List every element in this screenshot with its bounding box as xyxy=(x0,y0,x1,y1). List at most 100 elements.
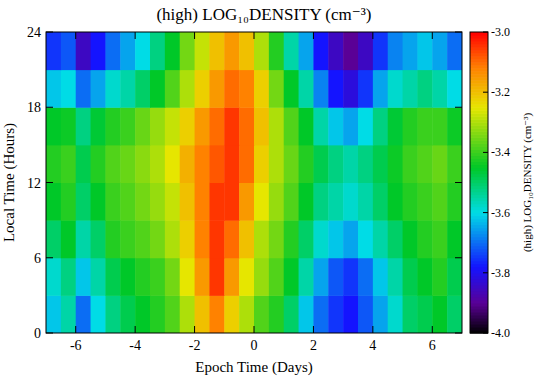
cell xyxy=(105,32,120,70)
cell xyxy=(432,107,447,145)
cell xyxy=(46,70,61,108)
cell xyxy=(447,32,462,70)
colorbar-tick-label: -3.4 xyxy=(491,145,510,159)
cell xyxy=(120,70,135,108)
colorbar-tick-label: -3.0 xyxy=(491,25,510,39)
chart: -6-4-2024606121824Epoch Time (Days)Local… xyxy=(0,0,540,389)
cell xyxy=(343,295,358,333)
y-tick xyxy=(455,32,462,33)
cell xyxy=(313,220,328,258)
colorbar-title: (high) LOG₁₀DENSITY (cm⁻³) xyxy=(521,113,534,253)
cell xyxy=(46,107,61,145)
cell xyxy=(358,107,373,145)
colorbar-tick-label: -3.6 xyxy=(491,206,510,220)
cell xyxy=(120,145,135,183)
cell xyxy=(120,258,135,296)
x-tick xyxy=(432,326,433,333)
y-tick-label: 12 xyxy=(27,176,41,191)
cell xyxy=(388,220,403,258)
cell xyxy=(447,295,462,333)
cell xyxy=(284,220,299,258)
cell xyxy=(46,183,61,221)
cell xyxy=(403,258,418,296)
y-tick xyxy=(455,182,462,183)
cell xyxy=(388,70,403,108)
cell xyxy=(254,258,269,296)
cell xyxy=(358,295,373,333)
cell xyxy=(284,183,299,221)
cell xyxy=(150,295,165,333)
cell xyxy=(180,220,195,258)
cell xyxy=(105,295,120,333)
cell xyxy=(224,145,239,183)
cell xyxy=(105,70,120,108)
cell xyxy=(373,145,388,183)
cell xyxy=(150,70,165,108)
cell xyxy=(373,107,388,145)
cell xyxy=(120,107,135,145)
cell xyxy=(403,107,418,145)
cell xyxy=(195,183,210,221)
cell xyxy=(150,220,165,258)
cell xyxy=(343,258,358,296)
cell xyxy=(105,107,120,145)
cell xyxy=(61,295,76,333)
cell xyxy=(120,183,135,221)
cell xyxy=(403,145,418,183)
cell xyxy=(76,145,91,183)
x-tick-label: 2 xyxy=(310,338,317,353)
cell xyxy=(224,220,239,258)
x-tick xyxy=(75,32,76,39)
cell xyxy=(165,295,180,333)
cell xyxy=(165,183,180,221)
cell xyxy=(417,145,432,183)
colorbar-tick xyxy=(483,333,488,334)
cell xyxy=(358,145,373,183)
cell xyxy=(105,258,120,296)
cell xyxy=(447,258,462,296)
cell xyxy=(180,145,195,183)
cell xyxy=(343,183,358,221)
cell xyxy=(284,295,299,333)
cell xyxy=(284,32,299,70)
x-tick-label: -4 xyxy=(129,338,141,353)
cell xyxy=(105,145,120,183)
cell xyxy=(417,258,432,296)
cell xyxy=(373,295,388,333)
cell xyxy=(91,295,106,333)
cell xyxy=(209,220,224,258)
cell xyxy=(209,145,224,183)
cell xyxy=(224,107,239,145)
cell xyxy=(373,70,388,108)
cell xyxy=(209,32,224,70)
cell xyxy=(135,145,150,183)
cell xyxy=(284,107,299,145)
cell xyxy=(432,258,447,296)
cell xyxy=(165,107,180,145)
cell xyxy=(388,295,403,333)
cell xyxy=(180,183,195,221)
cell xyxy=(447,183,462,221)
cell xyxy=(61,145,76,183)
cell xyxy=(269,295,284,333)
cell xyxy=(328,183,343,221)
cell xyxy=(91,32,106,70)
cell xyxy=(195,258,210,296)
x-tick xyxy=(75,326,76,333)
cell xyxy=(150,32,165,70)
cell xyxy=(76,258,91,296)
cell xyxy=(417,220,432,258)
cell xyxy=(269,32,284,70)
cell xyxy=(150,183,165,221)
cell xyxy=(195,220,210,258)
cell xyxy=(373,258,388,296)
x-tick-label: -2 xyxy=(189,338,201,353)
cell xyxy=(358,32,373,70)
cell xyxy=(91,220,106,258)
cell xyxy=(343,145,358,183)
cell xyxy=(358,183,373,221)
cell xyxy=(254,145,269,183)
cell xyxy=(91,145,106,183)
cell xyxy=(254,220,269,258)
cell xyxy=(76,70,91,108)
